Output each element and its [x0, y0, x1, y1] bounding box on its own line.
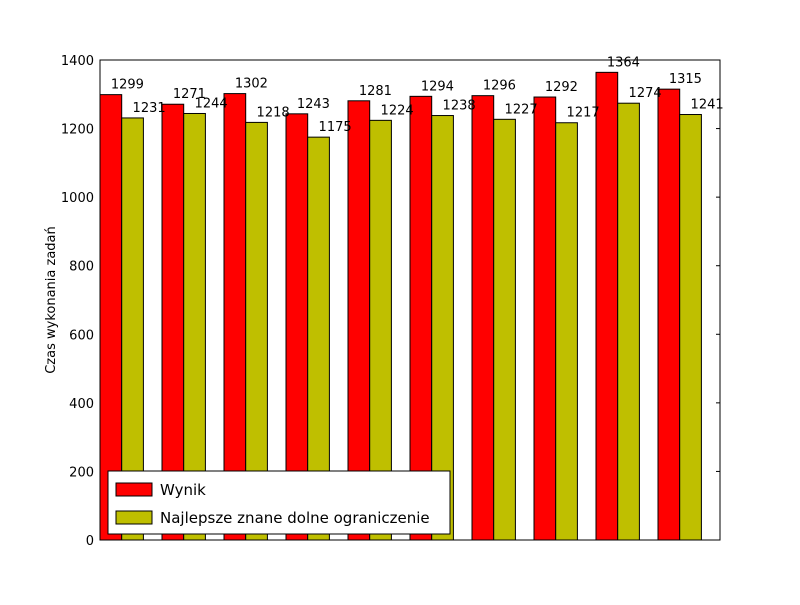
value-label-series-1: 1299: [111, 78, 144, 93]
value-label-series-2: 1227: [505, 102, 538, 117]
bar-series-2: [555, 122, 578, 541]
y-tick-label: 1400: [61, 54, 94, 69]
value-label-series-1: 1315: [669, 72, 702, 87]
value-label-series-2: 1217: [567, 106, 600, 121]
bar-series-1: [657, 88, 681, 541]
legend-swatch-series-1: [115, 482, 153, 497]
value-label-series-2: 1274: [629, 86, 662, 101]
y-tick-label: 400: [69, 397, 94, 412]
value-label-series-2: 1224: [381, 103, 414, 118]
value-label-series-2: 1244: [195, 96, 228, 111]
value-label-series-1: 1294: [421, 79, 454, 94]
value-label-series-2: 1175: [319, 120, 352, 135]
y-tick-label: 800: [69, 260, 94, 275]
y-axis-label: Czas wykonania zadań: [44, 226, 59, 374]
legend-label-series-2: Najlepsze znane dolne ograniczenie: [160, 509, 430, 527]
value-label-series-1: 1292: [545, 80, 578, 95]
value-label-series-2: 1238: [443, 99, 476, 114]
y-axis: 0 200 400 600 800 1000 1200 1400: [61, 54, 720, 549]
value-label-series-1: 1281: [359, 84, 392, 99]
value-label-series-2: 1218: [257, 105, 290, 120]
plot-frame: [99, 59, 721, 541]
value-label-series-1: 1271: [173, 87, 206, 102]
legend: Wynik Najlepsze znane dolne ograniczenie: [107, 470, 451, 535]
value-label-series-1: 1364: [607, 55, 640, 70]
y-tick-label: 1200: [61, 123, 94, 138]
bar-series-2: [679, 114, 702, 541]
y-tick-label: 600: [69, 328, 94, 343]
value-label-series-1: 1296: [483, 79, 516, 94]
value-labels: 1299 1271 1302 1243 1281 1294 1296 1292 1364 1315…: [111, 55, 724, 135]
legend-swatch-series-2: [115, 510, 153, 525]
bar-series-2: [617, 102, 640, 541]
bar-series-2: [493, 118, 516, 541]
value-label-series-1: 1302: [235, 77, 268, 92]
legend-label-series-1: Wynik: [160, 481, 206, 499]
y-tick-label: 1000: [61, 191, 94, 206]
bars: [99, 71, 702, 541]
y-tick-label: 200: [69, 465, 94, 480]
value-label-series-1: 1243: [297, 97, 330, 112]
bar-series-1: [595, 71, 619, 541]
value-label-series-2: 1241: [691, 98, 724, 113]
y-tick-label: 0: [86, 534, 94, 549]
legend-box: [107, 470, 451, 535]
value-label-series-2: 1231: [133, 101, 166, 116]
bar-series-1: [471, 95, 495, 541]
bar-series-1: [533, 96, 557, 541]
